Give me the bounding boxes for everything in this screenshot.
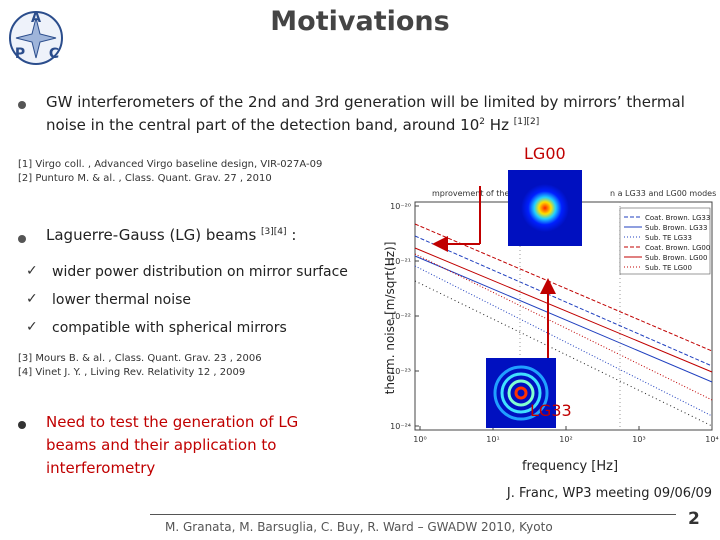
logo-letter: P: [15, 46, 25, 62]
sup: 2: [479, 117, 486, 127]
credits: M. Granata, M. Barsuglia, C. Buy, R. War…: [165, 520, 553, 534]
reference: [2] Punturo M. & al. , Class. Quant. Gra…: [18, 173, 272, 184]
legend-label: Sub. Brown. LG00: [645, 254, 707, 262]
references: [1] Virgo coll. , Advanced Virgo baselin…: [18, 158, 322, 186]
lg-heading: Laguerre-Gauss (LG) beams [3][4] :: [46, 226, 296, 244]
intro-text: GW interferometers of the 2nd and 3rd ge…: [46, 93, 685, 134]
legend-label: Coat. Brown. LG00: [645, 244, 710, 252]
need: Need to test the generation of LG beams …: [46, 413, 299, 477]
logo-letter: A: [31, 11, 41, 26]
beam-label: LG33: [530, 401, 572, 420]
y-tick-label: 10⁻²⁰: [390, 202, 411, 211]
sup: [1][2]: [513, 117, 540, 127]
reference: [3] Mours B. & al. , Class. Quant. Grav.…: [18, 353, 262, 364]
references: [3] Mours B. & al. , Class. Quant. Grav.…: [18, 352, 262, 380]
sup: [3][4]: [261, 227, 287, 237]
lg-text: Laguerre-Gauss (LG) beams: [46, 226, 262, 244]
x-tick-label: 10¹: [486, 435, 499, 444]
y-tick-label: 10⁻²¹: [390, 257, 411, 266]
check-item: wider power distribution on mirror surfa…: [52, 264, 348, 280]
check-item: compatible with spherical mirrors: [52, 320, 287, 336]
check: ✓: [26, 291, 38, 307]
beam-label: LG00: [524, 144, 566, 163]
legend-box: [619, 207, 711, 275]
legend-label: Coat. Brown. LG33: [645, 214, 710, 222]
legend-label: Sub. TE LG33: [645, 234, 692, 242]
footer-line: [150, 514, 676, 515]
reference: [1] Virgo coll. , Advanced Virgo baselin…: [18, 159, 323, 170]
x-tick-label: 10⁴: [705, 435, 718, 444]
curves: [414, 202, 713, 430]
unit: Hz: [485, 116, 514, 134]
bullet: [18, 101, 26, 109]
meeting: J. Franc, WP3 meeting 09/06/09: [506, 486, 712, 501]
plot-title: n a LG33 and LG00 modes: [610, 189, 716, 198]
legend-label: Sub. TE LG00: [645, 264, 692, 272]
check-item: lower thermal noise: [52, 292, 192, 308]
x-tick-label: 10⁰: [413, 435, 426, 444]
lg-tail: :: [286, 226, 297, 244]
y-tick-label: 10⁻²²: [390, 312, 411, 321]
lg33-image: [486, 358, 556, 428]
logo: A P C: [9, 11, 63, 65]
reference: [4] Vinet J. Y. , Living Rev. Relativity…: [18, 367, 246, 378]
y-tick-label: 10⁻²³: [390, 367, 411, 376]
check: ✓: [26, 319, 38, 335]
y-tick-label: 10⁻²⁴: [390, 422, 411, 431]
lg00-image: [508, 170, 582, 246]
intro: GW interferometers of the 2nd and 3rd ge…: [46, 92, 706, 135]
x-tick-label: 10²: [559, 435, 572, 444]
bullet: [18, 421, 26, 429]
title: Motivations: [270, 6, 450, 37]
bullet: [18, 235, 26, 243]
y-label: therm. noise [m/sqrt(Hz)]: [383, 242, 397, 395]
check: ✓: [26, 263, 38, 279]
logo-letter: C: [49, 46, 59, 62]
legend-label: Sub. Brown. LG33: [645, 224, 707, 232]
page-number: 2: [688, 509, 700, 529]
x-tick-label: 10³: [632, 435, 645, 444]
plot-title: mprovement of the: [432, 189, 509, 198]
x-label: frequency [Hz]: [522, 459, 618, 474]
